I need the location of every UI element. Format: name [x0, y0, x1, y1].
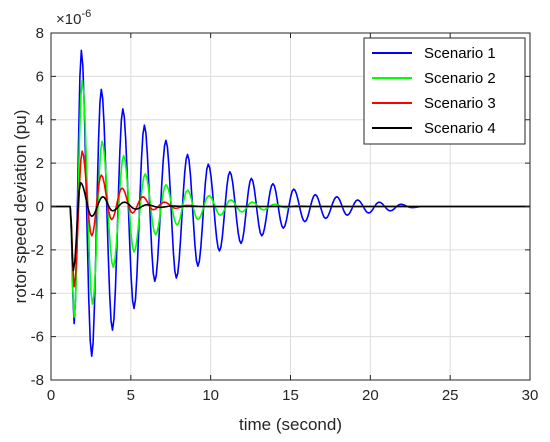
x-tick-label: 30 — [522, 387, 539, 404]
legend-box — [363, 37, 526, 145]
y-tick-label: -4 — [31, 285, 44, 302]
x-tick-label: 20 — [362, 387, 379, 404]
y-tick-label: -8 — [31, 372, 44, 389]
y-tick-label: 4 — [36, 112, 44, 129]
y-tick-label: 2 — [36, 155, 44, 172]
y-tick-label: -2 — [31, 242, 44, 259]
y-tick-label: 8 — [36, 25, 44, 42]
legend-label-1: Scenario 1 — [424, 45, 496, 62]
y-tick-label: -6 — [31, 329, 44, 346]
y-tick-label: 6 — [36, 68, 44, 85]
x-tick-label: 10 — [202, 387, 219, 404]
x-tick-label: 15 — [282, 387, 299, 404]
x-tick-label: 5 — [127, 387, 135, 404]
legend-label-2: Scenario 2 — [424, 70, 496, 87]
x-tick-label: 25 — [442, 387, 459, 404]
x-tick-label: 0 — [47, 387, 55, 404]
legend-label-4: Scenario 4 — [424, 120, 496, 137]
y-tick-label: 0 — [36, 199, 44, 216]
tick-labels: 0 5 10 15 20 25 30 -8 -6 -4 -2 0 2 4 6 8 — [31, 25, 539, 404]
series-layer — [51, 49, 530, 357]
x-axis-label: time (second) — [239, 415, 342, 434]
y-multiplier: ×10-6 — [56, 8, 91, 28]
legend: Scenario 1 Scenario 2 Scenario 3 Scenario 4 — [363, 37, 526, 145]
y-axis-label: rotor speed deviation (pu) — [11, 110, 30, 304]
legend-label-3: Scenario 3 — [424, 95, 496, 112]
ticks — [50, 32, 531, 381]
series-line-4 — [51, 181, 530, 272]
